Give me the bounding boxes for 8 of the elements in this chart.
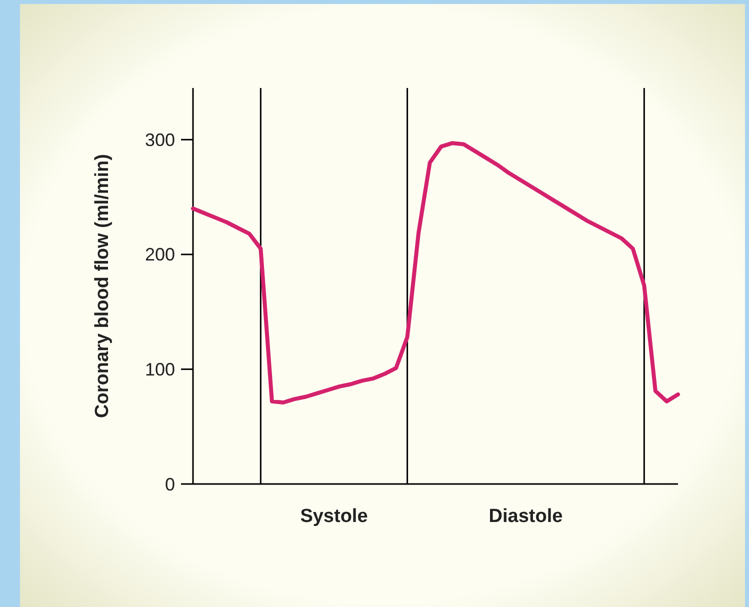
y-tick-label: 0 (164, 474, 175, 494)
text: Diastole (488, 506, 563, 527)
y-tick-label: 300 (144, 130, 175, 150)
text: Systole (300, 506, 368, 527)
line-series (191, 141, 680, 405)
y-axis-title: Coronary blood flow (ml/min) (92, 154, 113, 418)
y-tick-label: 200 (144, 244, 175, 265)
y-tick-label: 100 (144, 360, 175, 380)
